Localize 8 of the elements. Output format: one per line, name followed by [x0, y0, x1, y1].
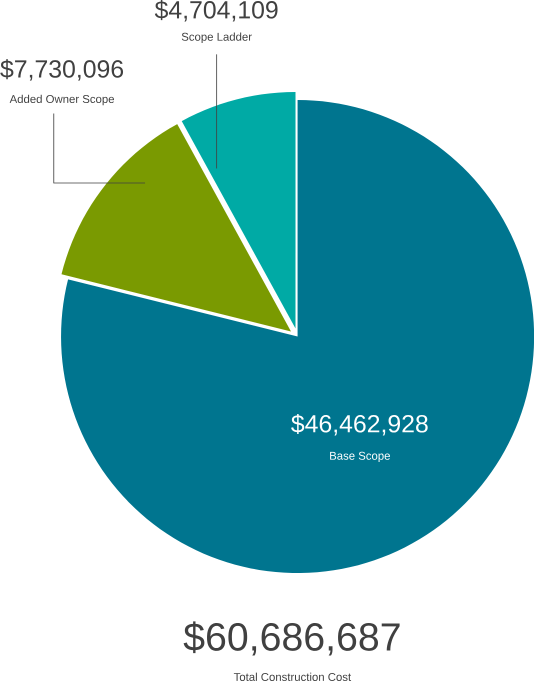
data-label: $46,462,928 [291, 414, 428, 436]
slice-label: Added Owner Scope [10, 94, 114, 106]
slice-label: Scope Ladder [182, 32, 252, 44]
text: Total Construction Cost [234, 672, 352, 681]
data-label: $4,704,109 [154, 0, 278, 22]
slice-label: Base Scope [330, 452, 390, 462]
text: $60,686,687 [184, 621, 400, 656]
data-label: $7,730,096 [0, 59, 123, 81]
